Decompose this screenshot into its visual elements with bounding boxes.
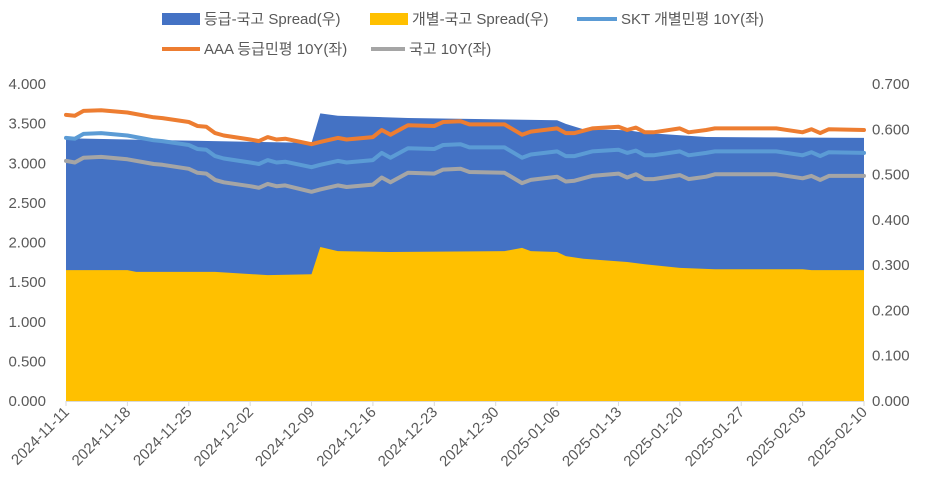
legend-label-0: 등급-국고 Spread(우) [204,11,341,28]
x-tick-label: 2024-11-25 [130,404,195,469]
x-tick-label: 2024-12-09 [252,404,318,470]
y-left-tick-label: 3.000 [8,155,46,172]
x-tick-label: 2024-12-23 [375,404,441,470]
line-series-3 [64,108,866,147]
x-tick-label: 2024-11-18 [69,404,134,469]
legend-swatch-1 [370,13,408,25]
x-tick-label: 2025-01-27 [682,404,748,470]
legend-label-2: SKT 개별민평 10Y(좌) [621,11,764,28]
y-right-tick-label: 0.300 [872,257,910,274]
x-tick-label: 2024-11-11 [8,404,73,469]
legend-label-4: 국고 10Y(좌) [409,41,491,58]
x-tick-label: 2024-12-02 [191,404,257,470]
legend-label-3: AAA 등급민평 10Y(좌) [204,41,347,58]
x-tick-label: 2025-02-03 [743,404,809,470]
y-right-tick-label: 0.500 [872,167,910,184]
x-tick-label: 2024-12-30 [436,404,502,470]
y-right-tick-label: 0.000 [872,393,910,410]
y-right-tick-label: 0.200 [872,302,910,319]
y-right-tick-label: 0.600 [872,121,910,138]
y-left-tick-label: 4.000 [8,76,46,93]
y-right-tick-label: 0.100 [872,348,910,365]
x-tick-label: 2025-01-13 [559,404,625,470]
y-right-tick-label: 0.400 [872,212,910,229]
line-series-4 [64,154,866,194]
x-tick-label: 2024-12-16 [313,404,379,470]
y-right-tick-label: 0.700 [872,76,910,93]
line-series-2 [64,131,866,170]
x-tick-label: 2025-02-10 [805,404,871,470]
y-left-tick-label: 2.000 [8,235,46,252]
y-left-tick-label: 3.500 [8,116,46,133]
area-series-1 [66,247,864,401]
y-left-tick-label: 1.000 [8,314,46,331]
x-tick-label: 2025-01-06 [498,404,564,470]
y-left-tick-label: 0.000 [8,393,46,410]
x-tick-label: 2025-01-20 [620,404,686,470]
legend-swatch-0 [162,13,200,25]
y-left-tick-label: 1.500 [8,274,46,291]
y-left-tick-label: 2.500 [8,195,46,212]
y-left-tick-label: 0.500 [8,353,46,370]
legend-label-1: 개별-국고 Spread(우) [412,11,549,28]
